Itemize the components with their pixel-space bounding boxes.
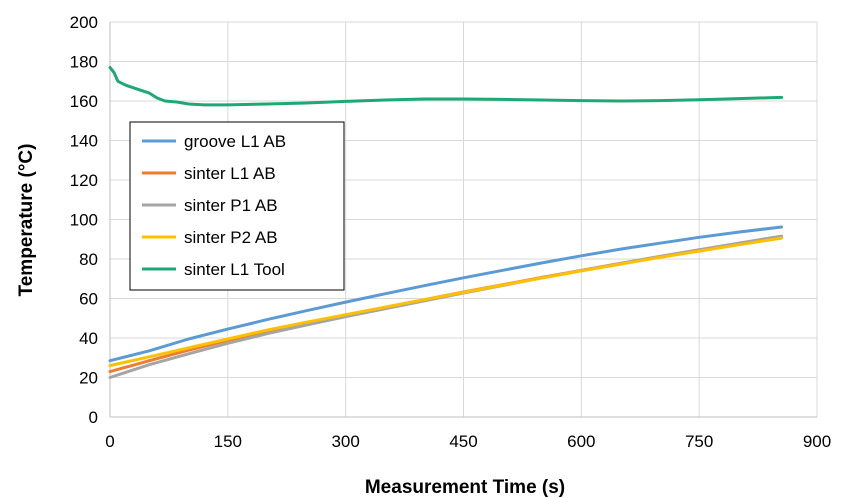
series-lines <box>108 65 784 379</box>
legend-label: sinter L1 AB <box>184 164 276 183</box>
series-line-3 <box>108 236 784 368</box>
x-tick-label: 900 <box>803 432 831 451</box>
y-tick-label: 140 <box>70 132 98 151</box>
x-tick-label: 750 <box>685 432 713 451</box>
y-tick-label: 200 <box>70 13 98 32</box>
series-line-0 <box>108 225 784 363</box>
y-tick-label: 60 <box>79 290 98 309</box>
tick-labels: 0 20 40 60 80 100 120 140 160 180 200 0 150 300 450 600… <box>70 13 832 451</box>
y-tick-label: 0 <box>89 408 98 427</box>
y-tick-label: 180 <box>70 53 98 72</box>
legend-label: groove L1 AB <box>184 132 286 151</box>
x-axis-title: Measurement Time (s) <box>365 477 565 498</box>
y-axis-title: Temperature (°C) <box>16 144 37 297</box>
x-tick-label: 0 <box>105 432 114 451</box>
y-tick-label: 160 <box>70 92 98 111</box>
y-tick-label: 20 <box>79 369 98 388</box>
x-tick-label: 300 <box>331 432 359 451</box>
legend-label: sinter P2 AB <box>184 228 278 247</box>
x-tick-label: 450 <box>449 432 477 451</box>
legend: groove L1 AB sinter L1 AB sinter P1 AB sint… <box>129 121 345 291</box>
legend-label: sinter P1 AB <box>184 196 278 215</box>
axes <box>109 22 817 418</box>
y-tick-label: 40 <box>79 329 98 348</box>
x-tick-label: 150 <box>214 432 242 451</box>
y-tick-label: 80 <box>79 250 98 269</box>
x-tick-label: 600 <box>567 432 595 451</box>
series-line-4 <box>108 65 784 107</box>
legend-label: sinter L1 Tool <box>184 260 285 279</box>
y-tick-label: 120 <box>70 171 98 190</box>
y-tick-label: 100 <box>70 211 98 230</box>
